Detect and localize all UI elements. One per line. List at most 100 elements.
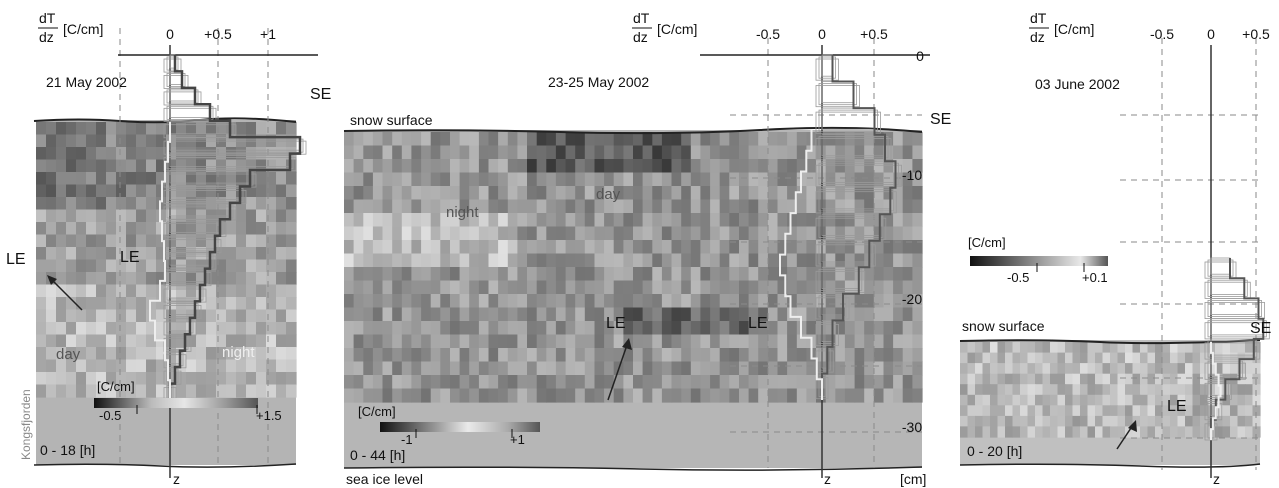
heatmap-cell	[1162, 384, 1171, 396]
heatmap-cell	[440, 199, 451, 214]
heatmap-cell	[276, 259, 287, 273]
heatmap-cell	[739, 294, 750, 309]
heatmap-cell	[116, 222, 127, 236]
heatmap-cell	[1125, 384, 1134, 396]
heatmap-cell	[710, 361, 721, 376]
heatmap-cell	[344, 132, 355, 147]
heatmap-cell	[46, 309, 57, 323]
le-profile-3	[1210, 342, 1222, 440]
heatmap-cell	[565, 132, 576, 147]
se-profile-2-box	[815, 217, 887, 240]
heatmap-cell	[1252, 352, 1261, 364]
heatmap-cell	[681, 159, 692, 174]
heatmap-cell	[246, 284, 257, 298]
heatmap-cell	[46, 159, 57, 173]
heatmap-cell	[613, 226, 624, 241]
heatmap-cell	[835, 213, 846, 228]
heatmap-cell	[286, 172, 297, 186]
se-profile-1-box	[163, 304, 202, 319]
heatmap-cell	[767, 226, 779, 241]
heatmap-cell	[661, 334, 673, 349]
heatmap-cell	[623, 267, 634, 282]
heatmap-cell	[206, 259, 217, 273]
heatmap-cell	[401, 307, 412, 322]
heatmap-cell	[216, 122, 227, 136]
heatmap-cell	[450, 253, 461, 268]
heatmap-cell	[700, 159, 711, 174]
heatmap-cell	[613, 375, 624, 390]
heatmap-cell	[883, 199, 894, 214]
heatmap-cell	[700, 213, 711, 228]
heatmap-cell	[459, 294, 470, 309]
heatmap-cell	[66, 134, 77, 148]
heatmap-cell	[997, 384, 1006, 396]
heatmap-cell	[787, 348, 798, 363]
heatmap-cell	[421, 388, 432, 403]
heatmap-cell	[796, 388, 807, 403]
heatmap-cell	[1140, 363, 1149, 375]
heatmap-cell	[1005, 405, 1014, 417]
heatmap-cell	[66, 172, 77, 186]
heatmap-cell	[748, 172, 759, 187]
heatmap-cell	[344, 267, 355, 282]
heatmap-cell	[787, 145, 798, 160]
heatmap-cell	[66, 322, 77, 336]
heatmap-cell	[990, 415, 999, 428]
heatmap-cell	[36, 359, 47, 373]
heatmap-cell	[982, 352, 991, 364]
heatmap-cell	[1237, 363, 1246, 375]
heatmap-cell	[236, 322, 247, 336]
heatmap-cell	[1200, 363, 1209, 375]
heatmap-cell	[166, 184, 177, 198]
heatmap-cell	[1020, 415, 1029, 428]
heatmap-cell	[584, 240, 595, 255]
heatmap-cell	[266, 297, 277, 311]
heatmap-cell	[565, 361, 576, 376]
heatmap-cell	[86, 147, 97, 161]
heatmap-cell	[700, 280, 711, 295]
heatmap-cell	[613, 240, 624, 255]
heatmap-cell	[176, 184, 187, 198]
heatmap-cell	[186, 184, 197, 198]
heatmap-cell	[1155, 373, 1164, 385]
heatmap-cell	[816, 132, 827, 147]
heatmap-cell	[1252, 384, 1261, 396]
heatmap-cell	[546, 280, 557, 295]
heatmap-cell	[835, 280, 846, 295]
heatmap-cell	[854, 253, 865, 268]
heatmap-cell	[584, 375, 595, 390]
heatmap-cell	[1095, 384, 1104, 396]
heatmap-cell	[873, 307, 884, 322]
heatmap-cell	[1177, 363, 1186, 375]
heatmap-cell	[286, 197, 297, 211]
heatmap-cell	[748, 132, 759, 147]
heatmap-cell	[854, 321, 865, 336]
heatmap-cell	[671, 213, 682, 228]
heatmap-cell	[56, 134, 67, 148]
heatmap-cell	[382, 321, 393, 336]
heatmap-cell	[912, 375, 923, 390]
heatmap-cell	[392, 240, 403, 255]
se-profile-2-box	[815, 244, 876, 267]
heatmap-cell	[96, 122, 107, 136]
heatmap-cell	[604, 132, 615, 147]
heatmap-cell	[1132, 373, 1141, 385]
heatmap-cell	[1192, 342, 1201, 354]
heatmap-cell	[353, 375, 364, 390]
heatmap-cell	[126, 222, 137, 236]
heatmap-cell	[613, 132, 624, 147]
heatmap-cell	[196, 222, 207, 236]
heatmap-cell	[1245, 373, 1254, 385]
heatmap-cell	[76, 209, 87, 223]
heatmap-cell	[806, 213, 817, 228]
heatmap-cell	[478, 280, 490, 295]
heatmap-cell	[430, 159, 441, 174]
se-profile-1-box	[166, 319, 194, 334]
heatmap-cell	[536, 253, 547, 268]
heatmap-cell	[710, 132, 721, 147]
heatmap-cell	[883, 226, 894, 241]
heatmap-cell	[575, 307, 586, 322]
se-profile-1-box	[166, 302, 199, 317]
heatmap-cell	[893, 388, 904, 403]
heatmap-cell	[536, 361, 547, 376]
